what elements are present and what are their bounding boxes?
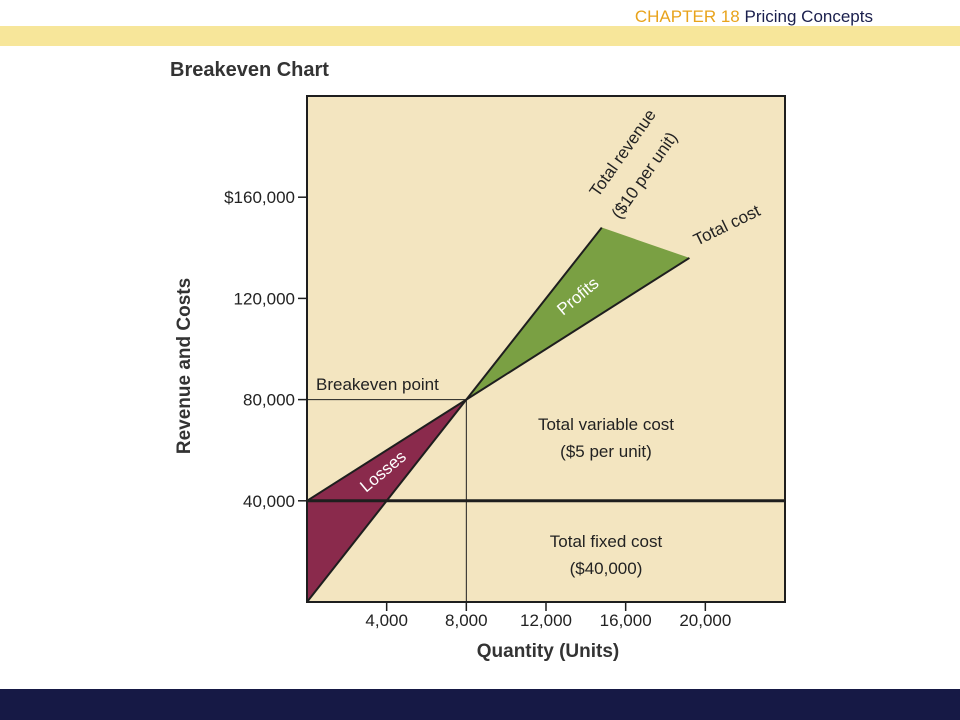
y-tick-label: 40,000 [243,492,295,511]
variable-cost-label: Total variable cost [538,415,674,434]
total-cost-line [306,257,690,502]
profits-region [466,227,690,400]
header-band [0,26,960,46]
y-tick-label: $160,000 [224,188,295,207]
y-axis-label: Revenue and Costs [174,278,195,454]
chapter-label: CHAPTER 18 [634,7,740,26]
chart-title: Breakeven Chart [170,59,329,81]
series-lines [306,226,785,603]
chapter-title: Pricing Concepts [744,7,873,26]
x-tick-label: 20,000 [679,611,731,630]
footer-band [0,689,960,720]
x-tick-label: 16,000 [600,611,652,630]
breakeven-point-label: Breakeven point [316,375,439,394]
y-tick-label: 80,000 [243,391,295,410]
x-tick-label: 8,000 [445,611,488,630]
y-axis-ticks: 40,000 80,000 120,000 $160,000 [224,188,307,511]
fixed-cost-label: Total fixed cost [550,532,663,551]
y-tick-label: 120,000 [234,289,295,308]
x-axis-label: Quantity (Units) [477,641,620,662]
x-axis-ticks: 4,000 8,000 12,000 16,000 20,000 [365,602,731,630]
fixed-cost-amount-label: ($40,000) [570,559,643,578]
x-tick-label: 4,000 [365,611,408,630]
total-revenue-line [306,226,603,603]
x-tick-label: 12,000 [520,611,572,630]
variable-cost-rate-label: ($5 per unit) [560,442,652,461]
slide-header: CHAPTER 18 Pricing Concepts [635,7,873,27]
